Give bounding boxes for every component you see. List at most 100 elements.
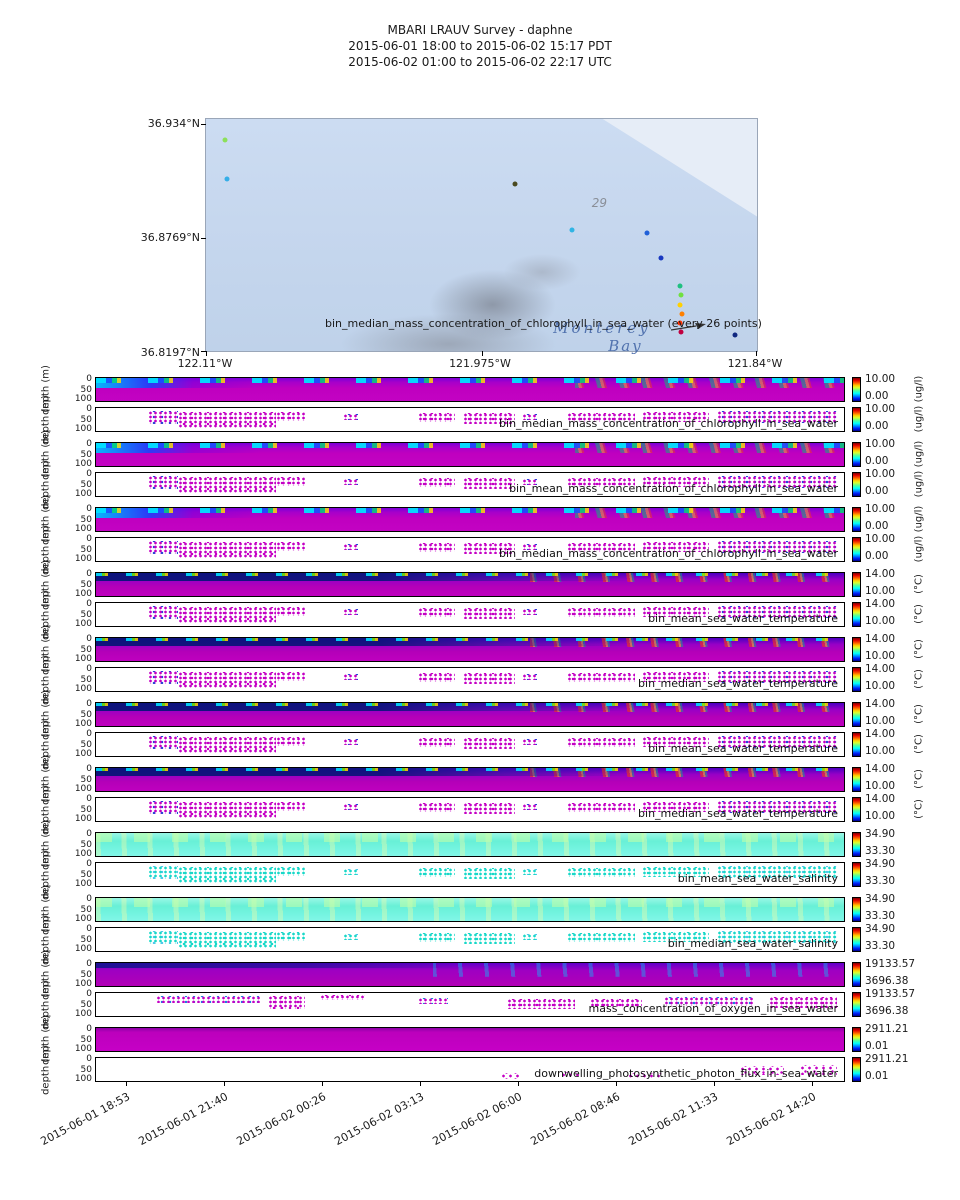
scatter-cluster: [275, 802, 306, 812]
colorbar: [852, 732, 861, 757]
y-tick-label: 50: [80, 805, 92, 815]
colorbar-min-label: 10.00: [865, 810, 896, 822]
colorbar: [852, 407, 861, 432]
colorbar-min-label: 10.00: [865, 780, 896, 792]
title-line-utc: 2015-06-02 01:00 to 2015-06-02 22:17 UTC: [348, 55, 612, 69]
colorbar: [852, 702, 861, 727]
heatmap-panel: depth (m) 0 50 100: [41, 1015, 845, 1064]
y-tick-label: 0: [86, 859, 92, 869]
y-tick-label: 50: [80, 580, 92, 590]
y-tick-label: 50: [80, 415, 92, 425]
x-tick: [321, 1082, 323, 1086]
scatter-cluster: [462, 933, 515, 944]
scatter-cluster: [716, 671, 837, 684]
colorbar-min-label: 0.00: [865, 420, 889, 432]
y-tick-label: 50: [80, 840, 92, 850]
colorbar-max-label: 19133.57: [865, 988, 916, 1000]
y-tick-label: 100: [74, 944, 92, 954]
heatmap-panel: depth (m) 0 50 100: [41, 950, 845, 999]
map-lon-label-left: 122.11°W: [177, 357, 233, 370]
scatter-cluster: [178, 412, 276, 429]
scatter-cluster: [716, 476, 837, 489]
y-tick-label: 0: [86, 664, 92, 674]
x-tick: [615, 1082, 617, 1086]
y-tick-label: 0: [86, 794, 92, 804]
map-data-point: [678, 329, 684, 335]
panel-title: mass_concentration_of_oxygen_in_sea_wate…: [588, 1002, 838, 1015]
scatter-cluster: [342, 738, 358, 745]
scatter-cluster: [567, 412, 635, 422]
scatter-cluster: [642, 477, 710, 487]
colorbar-min-label: 33.30: [865, 845, 896, 857]
heatmap-panel: depth (m) 0 50 100: [41, 495, 845, 544]
y-tick-label: 100: [74, 979, 92, 989]
scatter-cluster: [522, 803, 538, 811]
x-tick: [224, 1082, 225, 1086]
scatter-cluster: [522, 543, 538, 551]
scatter-cluster: [342, 803, 358, 810]
y-tick-label: 50: [80, 1065, 92, 1075]
scatter-cluster: [148, 866, 179, 880]
panel-title: bin_mean_sea_water_temperature: [648, 742, 838, 755]
y-tick-label: 100: [74, 394, 92, 404]
y-tick-label: 0: [86, 989, 92, 999]
panel-group-3: depth (m) 0 50 100 depth (m) 0 50 100 bin_median…: [41, 495, 925, 575]
colorbar-max-label: 10.00: [865, 438, 896, 450]
heatmap-panel: depth (m) 0 50 100: [41, 365, 845, 414]
colorbar-max-label: 14.00: [865, 763, 896, 775]
depth-time-plots: depth (m) 0 50 100 depth (m) 0 50 100 bin_median…: [41, 365, 925, 1095]
scatter-cluster: [462, 413, 515, 424]
scatter-cluster: [642, 672, 710, 682]
map-data-point: [677, 283, 683, 289]
y-tick-label: 50: [80, 545, 92, 555]
scatter-cluster: [148, 606, 179, 620]
scatter-cluster: [148, 411, 179, 425]
scatter-cluster: [275, 477, 306, 487]
y-tick-label: 0: [86, 829, 92, 839]
y-tick-label: 0: [86, 924, 92, 934]
scatter-cluster: [642, 932, 710, 942]
scatter-cluster: [275, 867, 306, 877]
title-line-survey: MBARI LRAUV Survey - daphne: [387, 23, 573, 37]
panel-title: bin_mean_sea_water_temperature: [648, 612, 838, 625]
scatter-cluster: [716, 736, 837, 749]
y-tick-label: 50: [80, 870, 92, 880]
scatter-cluster: [642, 607, 710, 617]
scatter-cluster: [567, 867, 635, 877]
scatter-cluster: [148, 736, 179, 750]
colorbar: [852, 1027, 861, 1052]
y-tick-label: 50: [80, 480, 92, 490]
map-place-name-bay: Bay: [608, 337, 643, 356]
map-lon-label-right: 121.84°W: [727, 357, 783, 370]
scatter-cluster: [342, 413, 358, 420]
vehicle-heading-arrow-icon: [670, 322, 706, 331]
scatter-cluster: [567, 932, 635, 942]
scatter-cluster: [417, 803, 456, 813]
scatter-cluster: [342, 608, 358, 615]
panel-group-5: depth (m) 0 50 100 depth (m) 0 50 100 bin_median…: [41, 625, 925, 705]
scatter-cluster: [507, 998, 575, 1010]
scatter-cluster: [342, 673, 358, 680]
scatter-cluster: [522, 608, 538, 616]
scatter-cluster: [417, 933, 456, 943]
x-tick-label: 2015-06-02 11:33: [626, 1090, 720, 1149]
scatter-cluster: [275, 412, 306, 422]
colorbar-min-label: 10.00: [865, 615, 896, 627]
y-tick-label: 0: [86, 569, 92, 579]
colorbar: [852, 537, 861, 562]
survey-map: 29 Monterey Bay: [201, 118, 758, 356]
x-tick-label: 2015-06-02 06:00: [430, 1090, 525, 1149]
map-place-name-monterey: Monterey: [553, 318, 651, 337]
scatter-cluster: [589, 998, 643, 1007]
panel-group-8: depth (m) 0 50 100 depth (m) 0 50 100 bin_mean_s…: [41, 820, 896, 900]
colorbar-max-label: 2911.21: [865, 1053, 909, 1065]
map-data-point: [512, 181, 518, 187]
title-line-pdt: 2015-06-01 18:00 to 2015-06-02 15:17 PDT: [348, 39, 612, 53]
heatmap-panel: depth (m) 0 50 100: [41, 885, 845, 934]
y-tick-label: 50: [80, 675, 92, 685]
scatter-cluster: [642, 412, 710, 422]
scatter-cluster: [417, 413, 456, 423]
scatter-cluster: [559, 1072, 583, 1078]
y-tick-label: 0: [86, 504, 92, 514]
scatter-cluster: [275, 932, 306, 942]
